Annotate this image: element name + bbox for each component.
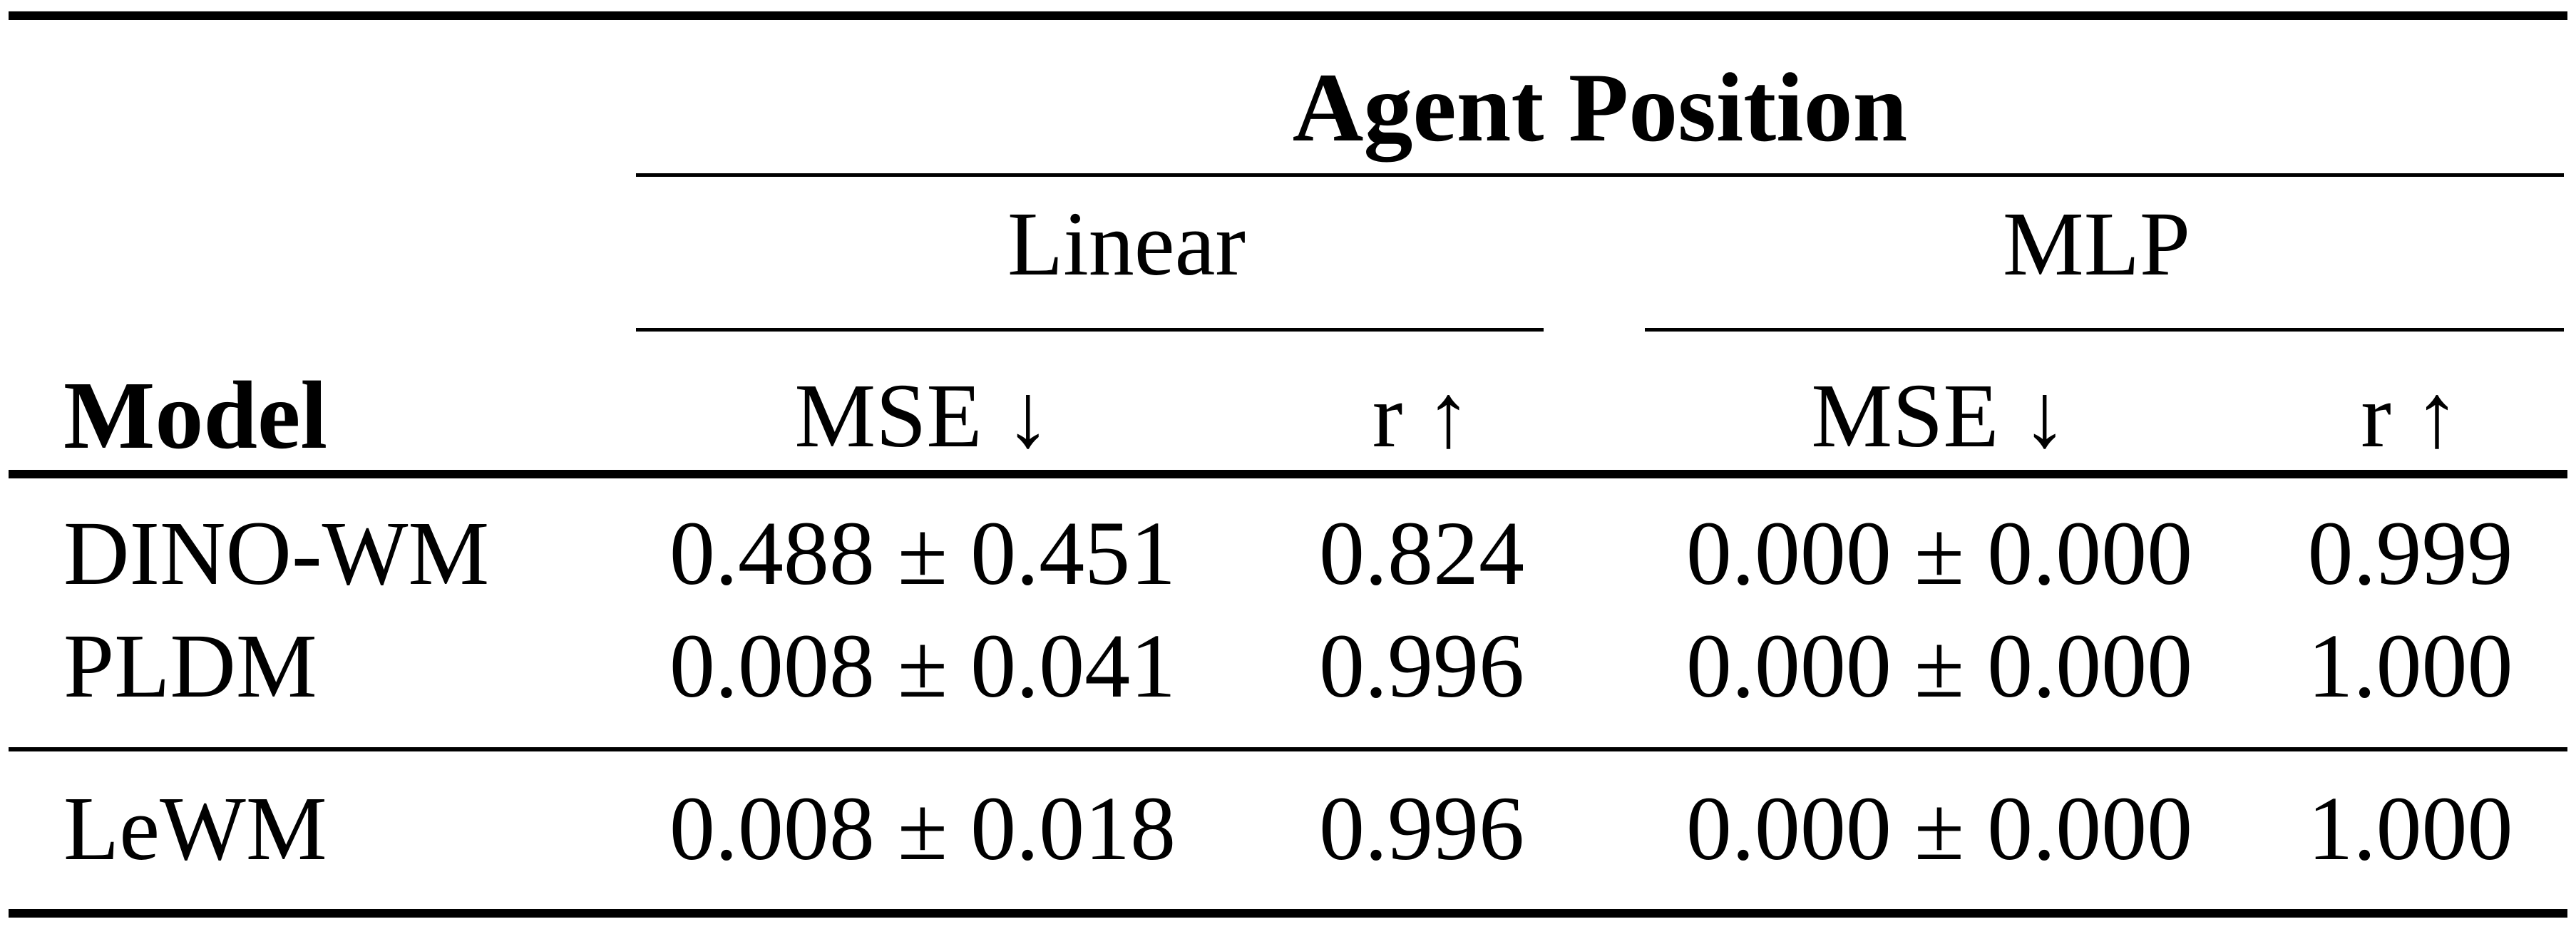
linear-mse-cell: 0.008 ± 0.041: [669, 615, 1176, 717]
header-separator-rule: [9, 470, 2567, 478]
subgroup-header-mlp: MLP: [2002, 193, 2191, 294]
group-header-agent-position: Agent Position: [1292, 53, 1908, 162]
lewm-separator-rule: [9, 747, 2567, 751]
column-header-linear-mse: MSE ↓: [794, 365, 1051, 466]
column-header-linear-r: r ↑: [1372, 365, 1472, 466]
model-name-cell: LeWM: [63, 778, 327, 879]
model-name-cell: DINO-WM: [63, 503, 490, 604]
mlp-underline-rule: [1645, 328, 2564, 332]
subgroup-header-linear: Linear: [1007, 193, 1246, 294]
mlp-mse-cell: 0.000 ± 0.000: [1685, 615, 2193, 717]
linear-underline-rule: [636, 328, 1544, 332]
linear-r-cell: 0.824: [1319, 503, 1524, 604]
bottom-rule: [9, 909, 2567, 918]
column-header-mlp-mse: MSE ↓: [1811, 365, 2068, 466]
linear-mse-cell: 0.008 ± 0.018: [669, 778, 1176, 879]
top-rule: [9, 11, 2567, 20]
subgroup-header-row: Linear MLP: [9, 194, 2567, 294]
table-row-lewm: LeWM 0.008 ± 0.018 0.996 0.000 ± 0.000 1…: [9, 779, 2567, 878]
table-row-pldm: PLDM 0.008 ± 0.041 0.996 0.000 ± 0.000 1…: [9, 616, 2567, 716]
mlp-mse-cell: 0.000 ± 0.000: [1685, 503, 2193, 604]
mlp-r-cell: 1.000: [2307, 778, 2513, 879]
mlp-r-cell: 1.000: [2307, 615, 2513, 717]
linear-r-cell: 0.996: [1319, 778, 1524, 879]
subgroup-spacer-cell: [9, 194, 627, 294]
mlp-mse-cell: 0.000 ± 0.000: [1685, 778, 2193, 879]
linear-r-cell: 0.996: [1319, 615, 1524, 717]
column-header-mlp-r: r ↑: [2361, 365, 2460, 466]
linear-mse-cell: 0.488 ± 0.451: [669, 503, 1176, 604]
mlp-r-cell: 0.999: [2307, 503, 2513, 604]
column-header-model: Model: [63, 362, 328, 469]
agent-position-underline-rule: [636, 173, 2564, 177]
model-name-cell: PLDM: [63, 615, 317, 717]
table-row-dino-wm: DINO-WM 0.488 ± 0.451 0.824 0.000 ± 0.00…: [9, 503, 2567, 603]
column-header-row: Model MSE ↓ r ↑ MSE ↓ r ↑: [9, 366, 2567, 466]
